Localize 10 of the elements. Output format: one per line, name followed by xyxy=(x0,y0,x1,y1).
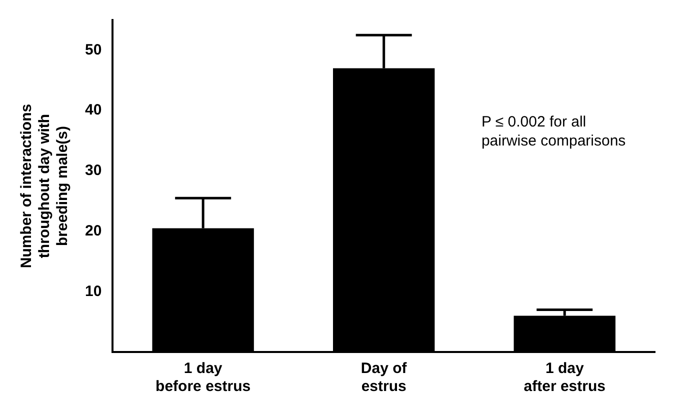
y-tick-label: 40 xyxy=(84,102,102,119)
x-tick-label: 1 day before estrus xyxy=(156,360,251,396)
y-tick-label: 30 xyxy=(84,162,102,180)
y-tick-label: 20 xyxy=(84,222,102,240)
y-tick-label: 50 xyxy=(84,41,102,58)
x-tick-label: 1 day after estrus xyxy=(524,360,606,396)
annotation: P ≤ 0.002 for all pairwise comparisons xyxy=(481,114,626,150)
x-tick-label: Day of estrus xyxy=(360,360,408,396)
y-axis-title: Number of interactions throughout day with breeding male(s) xyxy=(18,104,72,268)
y-tick-label: 10 xyxy=(84,282,102,300)
